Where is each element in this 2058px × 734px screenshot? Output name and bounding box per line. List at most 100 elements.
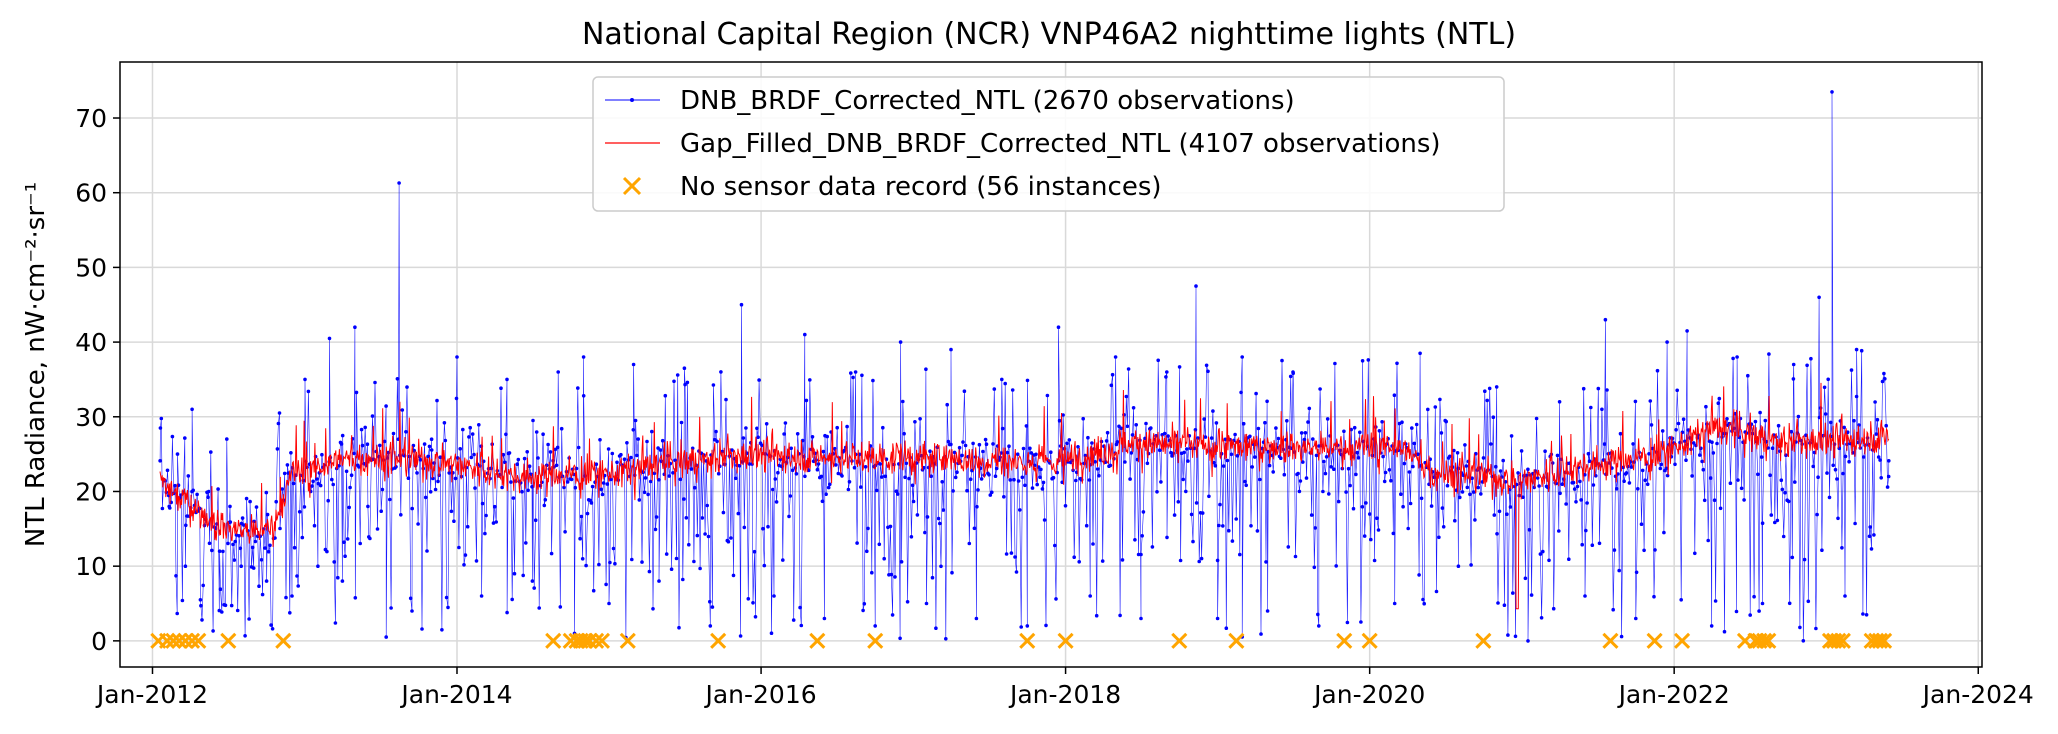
- blue-data-point: [860, 373, 864, 378]
- blue-data-point: [1634, 570, 1639, 575]
- blue-data-point: [1253, 455, 1257, 459]
- blue-data-point: [1299, 431, 1304, 435]
- blue-data-point: [359, 427, 364, 432]
- blue-data-point: [591, 588, 596, 593]
- blue-data-point: [1243, 479, 1247, 484]
- blue-data-point: [1649, 423, 1654, 427]
- blue-data-point: [209, 450, 213, 454]
- blue-data-point: [1859, 348, 1864, 353]
- blue-data-point: [975, 504, 979, 509]
- blue-data-point: [1505, 512, 1509, 516]
- blue-data-point: [1029, 451, 1034, 455]
- blue-data-point: [158, 459, 162, 463]
- blue-data-point: [581, 394, 586, 398]
- legend-marker-stroke: [622, 176, 642, 196]
- blue-data-point: [1876, 455, 1881, 459]
- blue-data-point: [1509, 434, 1514, 438]
- blue-data-point: [803, 332, 807, 337]
- marker-stroke: [1830, 632, 1847, 649]
- blue-data-point: [1489, 442, 1493, 446]
- blue-data-point: [206, 489, 211, 494]
- blue-data-point: [405, 385, 409, 389]
- blue-data-point: [1815, 512, 1819, 517]
- blue-data-point: [499, 386, 503, 391]
- blue-data-point: [816, 462, 821, 466]
- blue-data-point: [1077, 560, 1081, 564]
- blue-data-point: [477, 423, 481, 427]
- blue-data-point: [1235, 454, 1240, 458]
- blue-data-point: [1329, 465, 1333, 469]
- blue-data-point: [444, 595, 449, 600]
- blue-data-point: [1000, 377, 1004, 382]
- blue-data-point: [724, 397, 728, 402]
- blue-data-point: [1263, 420, 1267, 425]
- blue-data-point: [1742, 498, 1746, 502]
- blue-data-point: [1660, 429, 1665, 433]
- blue-data-point: [1560, 482, 1565, 487]
- blue-data-point: [549, 551, 554, 556]
- blue-data-point: [541, 432, 545, 437]
- blue-data-point: [576, 445, 581, 450]
- blue-data-point: [611, 546, 616, 551]
- blue-data-point: [237, 534, 241, 538]
- blue-data-point: [826, 485, 831, 490]
- blue-data-point: [1282, 472, 1287, 477]
- blue-data-point: [615, 460, 619, 465]
- y-tick-label: 50: [75, 253, 107, 282]
- blue-data-point: [446, 605, 450, 610]
- blue-data-point: [1204, 363, 1209, 368]
- blue-data-point: [1873, 400, 1877, 404]
- blue-data-point: [846, 487, 851, 492]
- blue-data-point: [1134, 423, 1138, 427]
- blue-data-point: [609, 477, 613, 482]
- no-data-marker: [1171, 632, 1188, 649]
- blue-data-point: [1392, 393, 1397, 398]
- blue-data-point: [1150, 545, 1155, 549]
- blue-data-point: [1487, 386, 1492, 391]
- blue-data-point: [1752, 594, 1756, 599]
- blue-data-point: [269, 623, 273, 627]
- blue-data-point: [1521, 495, 1525, 500]
- marker-stroke: [710, 632, 727, 649]
- blue-data-point: [274, 499, 279, 504]
- blue-data-point: [657, 579, 661, 583]
- blue-data-point: [968, 477, 973, 482]
- blue-data-point: [888, 524, 893, 529]
- blue-data-point: [822, 616, 827, 621]
- blue-data-point: [1770, 446, 1775, 451]
- blue-data-point: [642, 490, 647, 495]
- blue-data-point: [1439, 431, 1444, 435]
- blue-data-point: [1789, 429, 1794, 434]
- blue-data-point: [282, 471, 287, 476]
- blue-data-point: [375, 527, 380, 531]
- blue-data-point: [1827, 495, 1832, 500]
- blue-data-point: [890, 613, 895, 617]
- blue-data-point: [472, 452, 476, 457]
- no-data-marker: [1834, 632, 1851, 649]
- blue-data-point: [263, 546, 267, 550]
- blue-data-point: [360, 443, 365, 448]
- blue-data-point: [1265, 399, 1269, 404]
- blue-data-point: [783, 421, 788, 425]
- blue-data-point: [1325, 417, 1330, 421]
- blue-data-point: [1113, 355, 1118, 359]
- blue-data-point: [1387, 468, 1392, 472]
- blue-data-point: [1768, 473, 1772, 478]
- no-data-marker: [159, 632, 176, 649]
- blue-data-point: [1790, 555, 1795, 560]
- blue-data-point: [290, 594, 294, 598]
- blue-data-point: [979, 477, 984, 481]
- blue-data-point: [253, 539, 258, 544]
- blue-data-point: [967, 541, 972, 546]
- blue-data-point: [808, 378, 812, 382]
- blue-data-point: [1596, 386, 1601, 391]
- blue-data-point: [1366, 358, 1371, 362]
- blue-data-point: [1084, 523, 1089, 528]
- blue-data-point: [870, 570, 874, 575]
- blue-data-point: [913, 420, 917, 424]
- blue-data-point: [160, 506, 165, 511]
- blue-data-point: [228, 520, 233, 524]
- blue-data-point: [565, 480, 570, 484]
- blue-data-point: [1869, 547, 1874, 551]
- blue-data-point: [1835, 477, 1839, 481]
